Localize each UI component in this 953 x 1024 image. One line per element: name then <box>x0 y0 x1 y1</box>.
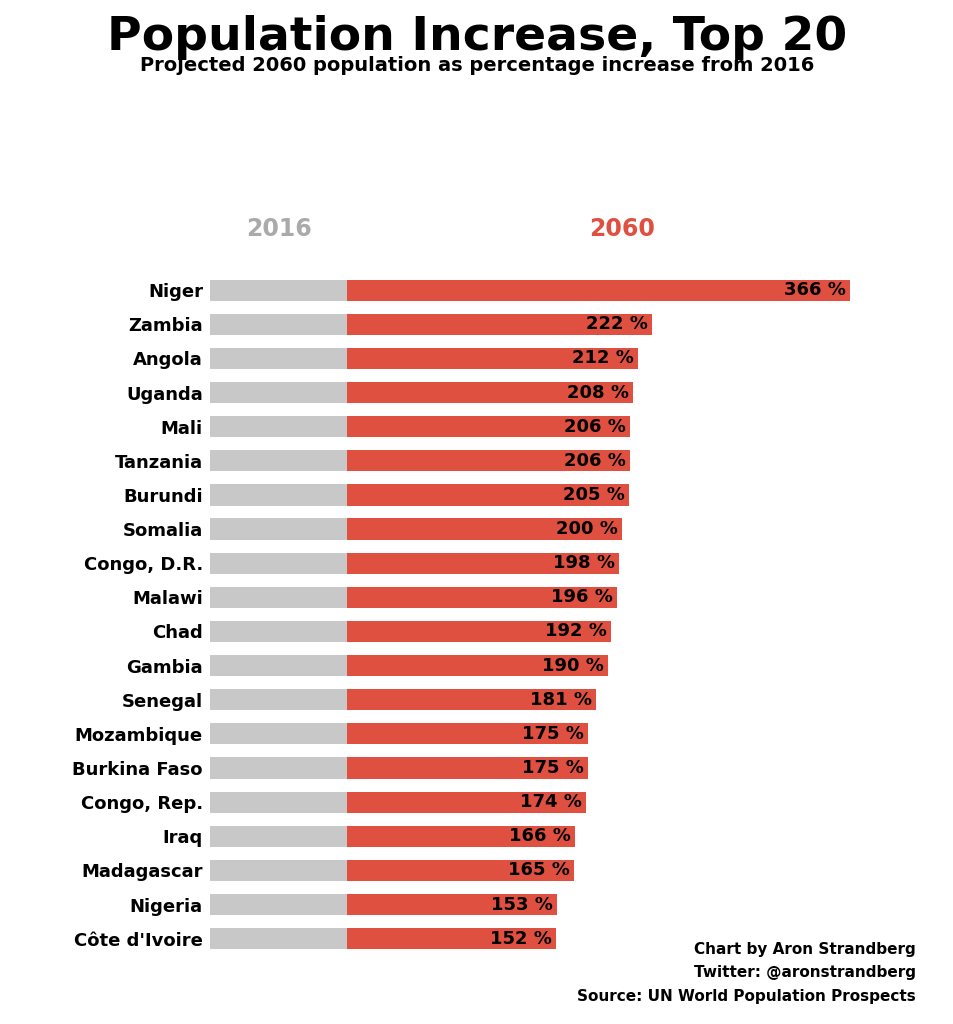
Text: 208 %: 208 % <box>566 384 628 401</box>
Bar <box>347 758 587 778</box>
Bar <box>347 723 587 744</box>
Text: Population Increase, Top 20: Population Increase, Top 20 <box>107 15 846 60</box>
Bar <box>210 860 347 881</box>
Text: 206 %: 206 % <box>563 418 625 435</box>
Bar <box>210 451 347 471</box>
Text: 2016: 2016 <box>246 217 311 241</box>
Bar <box>210 655 347 676</box>
Text: 153 %: 153 % <box>491 896 553 913</box>
Text: 181 %: 181 % <box>529 691 591 709</box>
Text: 222 %: 222 % <box>586 315 647 333</box>
Bar <box>347 518 621 540</box>
Text: 165 %: 165 % <box>507 861 569 880</box>
Bar <box>347 313 652 335</box>
Text: 175 %: 175 % <box>521 759 583 777</box>
Text: 366 %: 366 % <box>783 282 845 299</box>
Bar <box>347 382 633 403</box>
Bar <box>347 894 557 915</box>
Bar <box>347 587 616 608</box>
Bar <box>210 792 347 813</box>
Bar <box>210 723 347 744</box>
Bar <box>210 689 347 711</box>
Bar <box>347 621 610 642</box>
Bar <box>347 792 586 813</box>
Bar <box>347 280 849 301</box>
Bar <box>210 313 347 335</box>
Bar <box>210 484 347 506</box>
Bar <box>347 484 628 506</box>
Bar <box>210 518 347 540</box>
Text: 166 %: 166 % <box>509 827 571 845</box>
Text: 205 %: 205 % <box>562 486 624 504</box>
Bar <box>347 348 638 369</box>
Text: 206 %: 206 % <box>563 452 625 470</box>
Text: Projected 2060 population as percentage increase from 2016: Projected 2060 population as percentage … <box>140 56 813 76</box>
Bar <box>210 894 347 915</box>
Bar <box>347 451 630 471</box>
Bar <box>210 280 347 301</box>
Bar <box>210 348 347 369</box>
Text: 190 %: 190 % <box>541 656 603 675</box>
Bar <box>210 928 347 949</box>
Bar <box>210 587 347 608</box>
Bar <box>210 621 347 642</box>
Bar <box>210 382 347 403</box>
Text: 175 %: 175 % <box>521 725 583 742</box>
Text: 196 %: 196 % <box>550 589 612 606</box>
Bar <box>347 928 556 949</box>
Bar <box>347 655 608 676</box>
Text: 192 %: 192 % <box>544 623 606 640</box>
Text: 212 %: 212 % <box>572 349 634 368</box>
Text: 152 %: 152 % <box>490 930 552 947</box>
Text: 200 %: 200 % <box>556 520 618 538</box>
Text: Chart by Aron Strandberg
Twitter: @aronstrandberg
Source: UN World Population Pr: Chart by Aron Strandberg Twitter: @arons… <box>577 942 915 1004</box>
Bar <box>210 825 347 847</box>
Bar <box>210 553 347 573</box>
Bar <box>347 416 630 437</box>
Text: 2060: 2060 <box>588 217 655 241</box>
Bar <box>347 860 574 881</box>
Text: 174 %: 174 % <box>519 794 581 811</box>
Bar <box>210 758 347 778</box>
Bar <box>347 689 596 711</box>
Text: 198 %: 198 % <box>553 554 615 572</box>
Bar <box>210 416 347 437</box>
Bar <box>347 825 575 847</box>
Bar <box>347 553 618 573</box>
